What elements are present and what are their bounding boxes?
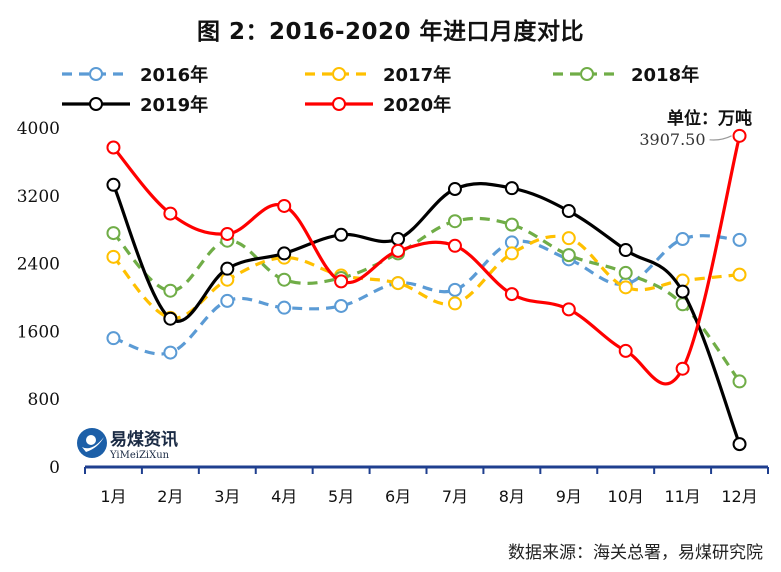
data-source-note: 数据来源：海关总署，易煤研究院	[508, 543, 763, 563]
data-point	[277, 246, 292, 261]
data-point	[106, 177, 121, 192]
legend-label-2016年: 2016年	[140, 64, 208, 86]
data-point	[732, 374, 747, 389]
x-tick-label: 8月	[499, 487, 525, 506]
legend-marker	[89, 67, 103, 81]
legend-label-2018年: 2018年	[631, 64, 699, 86]
data-point	[504, 181, 519, 196]
logo-subtitle: YiMeiZiXun	[109, 450, 170, 461]
logo-dot	[86, 435, 96, 445]
data-point	[447, 282, 462, 297]
logo-swoosh	[82, 437, 104, 452]
logo-name: 易煤资讯	[110, 429, 178, 450]
y-tick-label: 4000	[17, 119, 60, 139]
data-point	[163, 311, 178, 326]
data-point	[163, 206, 178, 221]
data-point	[277, 198, 292, 213]
x-tick-label: 1月	[100, 487, 126, 506]
data-point	[732, 128, 747, 143]
x-tick-label: 7月	[442, 487, 468, 506]
data-point	[504, 287, 519, 302]
data-point	[391, 243, 406, 258]
callout-value: 3907.50	[639, 130, 705, 149]
series-line-2019年	[111, 182, 742, 445]
legend-marker	[332, 67, 346, 81]
legend-marker	[580, 67, 594, 81]
data-point	[277, 272, 292, 287]
data-point	[561, 204, 576, 219]
data-point	[220, 226, 235, 241]
data-point	[447, 182, 462, 197]
callout-leader	[709, 135, 732, 141]
data-point	[732, 267, 747, 282]
data-point	[618, 265, 633, 280]
series-line-2017年	[112, 234, 740, 320]
data-point	[675, 361, 690, 376]
data-point	[277, 300, 292, 315]
legend-marker	[89, 97, 103, 111]
data-point	[447, 214, 462, 229]
data-point	[220, 261, 235, 276]
x-tick-label: 2月	[157, 487, 183, 506]
data-point	[618, 280, 633, 295]
data-point	[732, 232, 747, 247]
x-tick-label: 4月	[271, 487, 297, 506]
data-point	[334, 227, 349, 242]
data-point	[561, 302, 576, 317]
x-tick-label: 6月	[385, 487, 411, 506]
legend-marker	[332, 97, 346, 111]
data-point	[220, 293, 235, 308]
data-point	[504, 246, 519, 261]
y-tick-label: 800	[28, 390, 60, 410]
unit-label: 单位：万吨	[667, 108, 752, 129]
x-tick-label: 11月	[664, 487, 700, 506]
data-point	[106, 331, 121, 346]
x-tick-label: 5月	[328, 487, 354, 506]
data-point	[618, 243, 633, 258]
y-tick-label: 2400	[17, 255, 60, 275]
data-point	[106, 249, 121, 264]
y-tick-label: 3200	[17, 187, 60, 207]
x-tick-label: 10月	[608, 487, 644, 506]
data-point	[618, 343, 633, 358]
data-point	[447, 238, 462, 253]
data-point	[561, 248, 576, 263]
chart-title: 图 2：2016-2020 年进口月度对比	[196, 19, 585, 45]
data-point	[675, 284, 690, 299]
data-point	[391, 232, 406, 247]
data-point	[106, 140, 121, 155]
y-tick-label: 1600	[17, 322, 60, 342]
y-tick-label: 0	[49, 458, 60, 478]
data-point	[447, 296, 462, 311]
data-point	[334, 274, 349, 289]
x-tick-label: 9月	[556, 487, 582, 506]
legend-label-2020年: 2020年	[383, 94, 451, 116]
data-point	[561, 231, 576, 246]
data-point	[391, 276, 406, 291]
legend-label-2017年: 2017年	[383, 64, 451, 86]
x-tick-label: 3月	[214, 487, 240, 506]
data-point	[504, 217, 519, 232]
data-point	[163, 283, 178, 298]
data-point	[334, 298, 349, 313]
data-point	[163, 345, 178, 360]
legend-label-2019年: 2019年	[140, 94, 208, 116]
data-point	[106, 226, 121, 241]
series-line-2018年	[112, 216, 741, 383]
series-line-2016年	[112, 234, 740, 356]
x-tick-label: 12月	[721, 487, 757, 506]
data-point	[732, 437, 747, 452]
data-point	[675, 232, 690, 247]
